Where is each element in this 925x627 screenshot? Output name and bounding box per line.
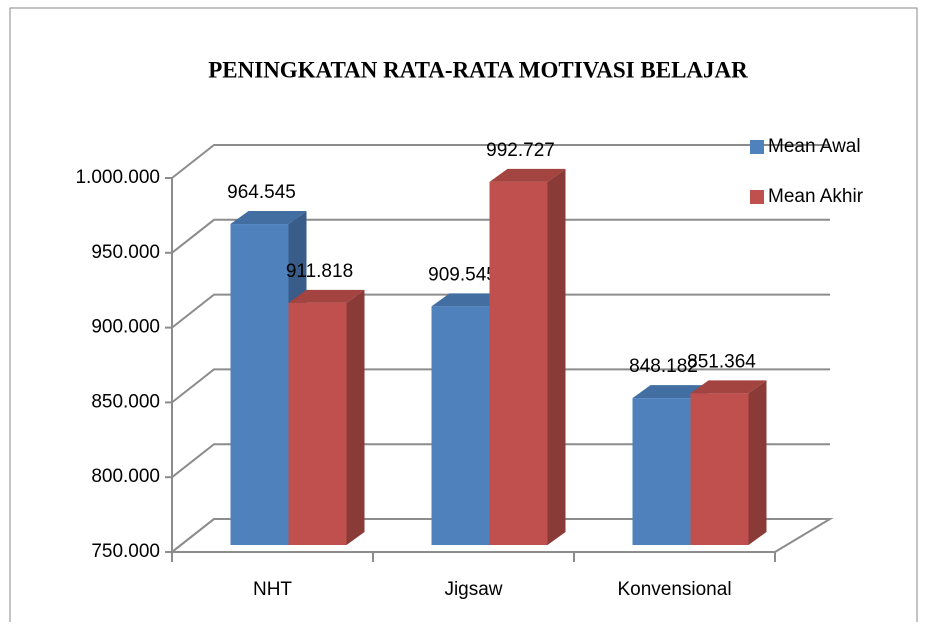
value-label: 909.545 bbox=[428, 264, 497, 285]
grid-line bbox=[171, 293, 830, 329]
y-tick-label: 800.000 bbox=[91, 466, 160, 487]
bar bbox=[690, 393, 749, 545]
bar bbox=[288, 302, 347, 545]
y-tick-label: 850.000 bbox=[91, 391, 160, 412]
bar bbox=[632, 398, 691, 545]
y-tick-label: 1.000.000 bbox=[75, 167, 160, 188]
legend-label: Mean Awal bbox=[768, 136, 861, 157]
grid-line bbox=[171, 368, 830, 404]
legend-swatch bbox=[750, 190, 764, 204]
bar-top bbox=[431, 293, 508, 307]
grid-line bbox=[171, 518, 830, 553]
bar bbox=[431, 306, 490, 545]
grid-line bbox=[171, 218, 830, 254]
bar-side bbox=[346, 289, 365, 545]
y-tick-label: 750.000 bbox=[91, 541, 160, 562]
bar-top bbox=[288, 289, 365, 303]
bar-side bbox=[748, 380, 767, 545]
value-label: 848.182 bbox=[629, 356, 698, 377]
x-tick-label: Konvensional bbox=[617, 579, 731, 600]
bar-side bbox=[547, 168, 566, 545]
legend-swatch bbox=[750, 140, 764, 154]
value-label: 911.818 bbox=[286, 261, 353, 282]
grid-line bbox=[171, 443, 830, 478]
y-tick-label: 950.000 bbox=[91, 242, 160, 263]
bar-top bbox=[632, 385, 709, 399]
grid-line bbox=[171, 144, 830, 179]
value-label: 851.364 bbox=[687, 351, 756, 372]
bar bbox=[230, 224, 289, 545]
chart-title: PENINGKATAN RATA-RATA MOTIVASI BELAJAR bbox=[208, 57, 748, 82]
x-tick-label: Jigsaw bbox=[444, 579, 502, 600]
legend-label: Mean Akhir bbox=[768, 186, 864, 207]
y-tick-label: 900.000 bbox=[91, 317, 160, 338]
bar-top bbox=[230, 211, 307, 225]
value-label: 992.727 bbox=[486, 140, 555, 161]
value-label: 964.545 bbox=[227, 182, 296, 203]
bar-top bbox=[489, 168, 566, 182]
x-tick-label: NHT bbox=[253, 579, 292, 600]
bar-top bbox=[690, 380, 767, 394]
bar bbox=[489, 181, 548, 545]
